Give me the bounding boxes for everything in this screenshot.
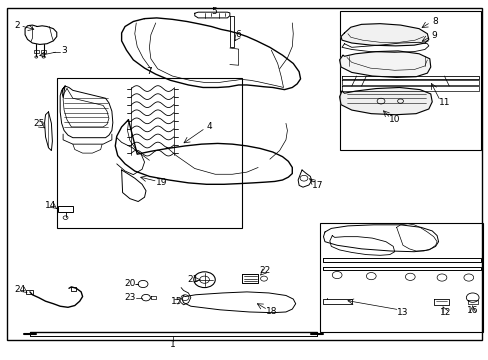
Bar [34, 50, 39, 53]
Text: 11: 11 [438, 98, 449, 107]
Bar [58, 206, 73, 212]
Text: 21: 21 [187, 275, 199, 284]
Text: 8: 8 [432, 17, 438, 26]
Polygon shape [339, 87, 431, 115]
Text: 1: 1 [170, 341, 176, 350]
Text: 7: 7 [146, 67, 152, 76]
Bar [339, 12, 480, 149]
Text: 22: 22 [259, 266, 270, 275]
Bar [26, 290, 33, 294]
Text: 6: 6 [235, 30, 241, 39]
Text: 17: 17 [311, 181, 323, 190]
Text: 15: 15 [170, 297, 182, 306]
Text: 9: 9 [431, 31, 437, 40]
Text: 20: 20 [124, 279, 135, 288]
Text: 24: 24 [15, 285, 26, 294]
Text: 12: 12 [439, 308, 450, 317]
Text: 3: 3 [61, 46, 67, 55]
Text: 10: 10 [388, 115, 400, 124]
Text: 4: 4 [206, 122, 212, 131]
Bar [57, 78, 242, 228]
Text: 2: 2 [14, 21, 20, 30]
Text: 5: 5 [211, 7, 217, 16]
Text: 23: 23 [124, 293, 135, 302]
Polygon shape [340, 24, 428, 46]
Text: 14: 14 [44, 201, 56, 210]
Text: 25: 25 [33, 119, 44, 128]
Text: 18: 18 [265, 307, 277, 316]
Text: 16: 16 [466, 306, 477, 315]
Text: 13: 13 [396, 308, 408, 317]
Bar [320, 223, 483, 332]
Text: 19: 19 [156, 178, 167, 187]
Bar [41, 50, 46, 53]
Polygon shape [339, 51, 430, 77]
